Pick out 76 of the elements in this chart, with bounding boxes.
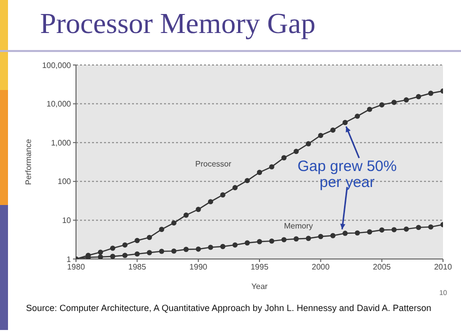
x-tick-label: 2010	[434, 262, 452, 272]
x-tick-label: 2005	[372, 262, 392, 272]
point	[184, 212, 189, 218]
x-tick-label: 1985	[128, 262, 147, 272]
point	[171, 248, 176, 254]
x-tick-label: 1990	[189, 262, 208, 272]
y-axis-title: Performance	[24, 138, 33, 185]
series-label: Memory	[284, 221, 313, 230]
point	[159, 248, 164, 254]
point	[244, 240, 250, 246]
y-tick-label: 100,000	[42, 60, 72, 70]
point	[208, 199, 214, 204]
point	[294, 236, 299, 242]
point	[367, 106, 372, 112]
point	[122, 252, 128, 258]
point	[404, 97, 409, 103]
point	[208, 244, 214, 250]
point	[306, 236, 312, 241]
y-tick-label: 1,000	[50, 138, 72, 148]
x-tick-label: 1995	[250, 262, 269, 272]
point	[294, 148, 299, 154]
point	[342, 120, 348, 126]
point	[98, 254, 104, 259]
x-axis-title: Year	[251, 282, 268, 291]
y-tick-label: 1	[66, 254, 72, 264]
annotation: Gap grew 50% per year	[298, 158, 397, 191]
point	[256, 239, 262, 244]
point	[196, 246, 201, 252]
point	[232, 185, 238, 190]
point	[110, 246, 116, 251]
x-tick-label: 2000	[312, 262, 330, 272]
point	[318, 132, 324, 138]
point	[244, 178, 250, 184]
point	[98, 250, 104, 255]
point	[269, 164, 274, 170]
point	[122, 242, 128, 248]
point	[428, 90, 434, 96]
point	[416, 224, 422, 230]
point	[367, 229, 372, 234]
point	[354, 114, 360, 119]
point	[171, 220, 176, 226]
point	[330, 128, 336, 133]
y-tick-label: 100	[58, 177, 72, 186]
y-tick-label: 10,000	[46, 100, 72, 109]
point	[146, 234, 152, 240]
point	[220, 244, 226, 250]
point	[318, 234, 324, 240]
point	[404, 226, 409, 232]
point	[134, 238, 140, 244]
point	[196, 206, 201, 212]
point	[330, 233, 336, 238]
chart-title: Processor Memory Gap	[40, 8, 316, 41]
point	[342, 230, 348, 236]
point	[416, 94, 422, 100]
point	[256, 170, 262, 175]
point	[391, 100, 397, 105]
point	[269, 238, 274, 244]
point	[379, 227, 384, 233]
text: Processor	[195, 160, 232, 169]
point	[391, 227, 397, 232]
point	[281, 237, 287, 242]
point	[159, 226, 164, 232]
point	[146, 250, 152, 256]
x-tick-label: 1980	[67, 262, 86, 272]
point	[110, 254, 116, 259]
point	[281, 155, 287, 160]
point	[232, 242, 238, 248]
source-note: Source: Computer Architecture, A Quantitative Approach by John L. Hennessy and David A. Patterson	[26, 303, 432, 313]
point	[379, 102, 384, 108]
point	[184, 246, 189, 252]
point	[220, 192, 226, 198]
y-tick-label: 10	[62, 216, 72, 226]
point	[306, 141, 312, 146]
point	[134, 251, 140, 257]
point	[428, 224, 434, 230]
point	[354, 230, 360, 236]
